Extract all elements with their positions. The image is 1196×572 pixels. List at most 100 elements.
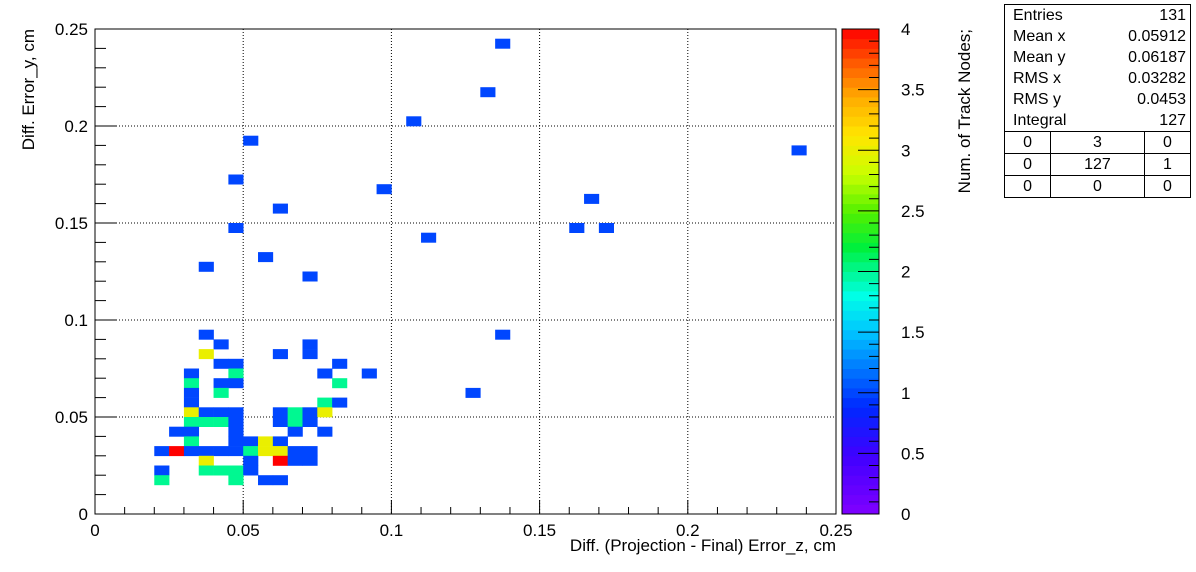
heatmap-bin [213, 358, 229, 369]
heatmap-bin [154, 465, 170, 476]
heatmap-bin [791, 145, 807, 156]
z-tick-label: 1 [901, 384, 910, 403]
heatmap-bin [361, 368, 377, 379]
stats-grid: 0 3 0 0 127 1 0 0 0 [1005, 131, 1190, 197]
palette-segment [842, 213, 879, 224]
heatmap-bin [302, 446, 318, 457]
palette-segment [842, 77, 879, 88]
heatmap-bin [228, 407, 244, 418]
heatmap-bin [569, 223, 585, 233]
heatmap-bin [243, 135, 259, 146]
stats-grid-cell: 0 [1005, 153, 1051, 176]
heatmap-bin [421, 232, 437, 243]
heatmap-bin [317, 397, 333, 408]
heatmap-bin [243, 465, 259, 476]
stats-grid-cell: 3 [1050, 131, 1145, 154]
stats-value: 127 [1159, 112, 1186, 129]
stats-grid-cell: 0 [1050, 175, 1145, 197]
heatmap-bin [495, 329, 511, 340]
x-axis-title: Diff. (Projection - Final) Error_z, cm [570, 536, 836, 555]
y-axis-title: Diff. Error_y, cm [19, 29, 38, 150]
palette-segment [842, 106, 879, 117]
heatmap-bin [332, 358, 348, 369]
palette-segment [842, 397, 879, 408]
palette-segment [842, 223, 879, 234]
heatmap-bin [228, 358, 244, 369]
stats-label: Integral [1013, 112, 1067, 129]
palette-segment [842, 67, 879, 78]
y-tick-label: 0.05 [55, 408, 88, 427]
stats-label: Mean x [1013, 28, 1066, 45]
heatmap-bin [213, 387, 229, 398]
heatmap-bin [183, 407, 200, 418]
palette-segment [842, 378, 879, 389]
heatmap-bin [287, 455, 303, 466]
heatmap-bin [465, 387, 481, 398]
stats-grid-cell: 0 [1143, 131, 1190, 154]
x-axis: 0 0.05 0.1 0.15 0.2 0.25 [90, 500, 853, 540]
palette-segment [842, 417, 879, 428]
heatmap-bin [272, 475, 288, 486]
palette-segment [842, 349, 879, 360]
z-tick-label: 0 [901, 505, 910, 524]
heatmap-bin [183, 378, 200, 389]
y-tick-label: 0.15 [55, 214, 88, 233]
palette-segment [842, 87, 879, 98]
heatmap-bin [317, 426, 333, 437]
heatmap-bin [213, 407, 229, 418]
stats-label: RMS y [1013, 91, 1061, 108]
heatmap-bin [198, 455, 214, 466]
stats-value: 0.06187 [1128, 49, 1186, 66]
heatmap-bin [228, 475, 244, 486]
heatmap-bin [406, 116, 422, 127]
heatmap-bin [317, 407, 333, 418]
heatmap-bin [272, 436, 288, 447]
palette-segment [842, 184, 879, 195]
palette-segment [842, 38, 879, 49]
stats-row: Entries 131 [1005, 5, 1190, 26]
heatmap-bins [154, 38, 807, 486]
stats-label: RMS x [1013, 70, 1061, 87]
palette-segment [842, 407, 879, 418]
heatmap-bin [243, 446, 259, 457]
heatmap-bin [183, 368, 200, 379]
heatmap-bin [213, 446, 229, 457]
palette-segment [842, 116, 879, 127]
stats-label: Mean y [1013, 49, 1066, 66]
heatmap-bin [272, 417, 288, 427]
palette-segment [842, 484, 879, 496]
heatmap-bin [183, 397, 200, 408]
palette-segment [842, 261, 879, 272]
z-tick-label: 2.5 [901, 202, 925, 221]
heatmap-bin [213, 378, 229, 389]
y-tick-label: 0 [79, 505, 88, 524]
heatmap-bin [169, 426, 185, 437]
stats-label: Entries [1013, 7, 1063, 24]
stats-row: RMS y 0.0453 [1005, 89, 1190, 110]
palette-segment [842, 252, 879, 263]
heatmap-bin [317, 368, 333, 379]
heatmap-bin [332, 397, 348, 408]
x-tick-label: 0 [90, 521, 99, 540]
plot-frame [94, 28, 837, 515]
palette-segment [842, 465, 879, 476]
palette-segment [842, 135, 879, 146]
z-tick-label: 3.5 [901, 81, 925, 100]
palette-segment [842, 310, 879, 321]
heatmap-bin [183, 426, 200, 437]
palette-segment [842, 339, 879, 350]
heatmap-bin [228, 426, 244, 437]
heatmap-bin [228, 446, 244, 457]
stats-row: RMS x 0.03282 [1005, 68, 1190, 89]
stats-value: 0.05912 [1128, 28, 1186, 45]
stats-grid-cell: 1 [1143, 153, 1190, 176]
heatmap-bin [154, 446, 170, 457]
z-tick-label: 2 [901, 263, 910, 282]
stats-box: Entries 131 Mean x 0.05912 Mean y 0.06187 RMS … [1004, 4, 1191, 198]
heatmap-bin [183, 446, 200, 457]
stats-value: 131 [1159, 7, 1186, 24]
heatmap-bin [258, 436, 274, 447]
color-palette: 0 0.5 1 1.5 2 2.5 3 3.5 4 [841, 20, 925, 524]
palette-segment [842, 58, 879, 69]
x-tick-label: 0.15 [523, 521, 556, 540]
